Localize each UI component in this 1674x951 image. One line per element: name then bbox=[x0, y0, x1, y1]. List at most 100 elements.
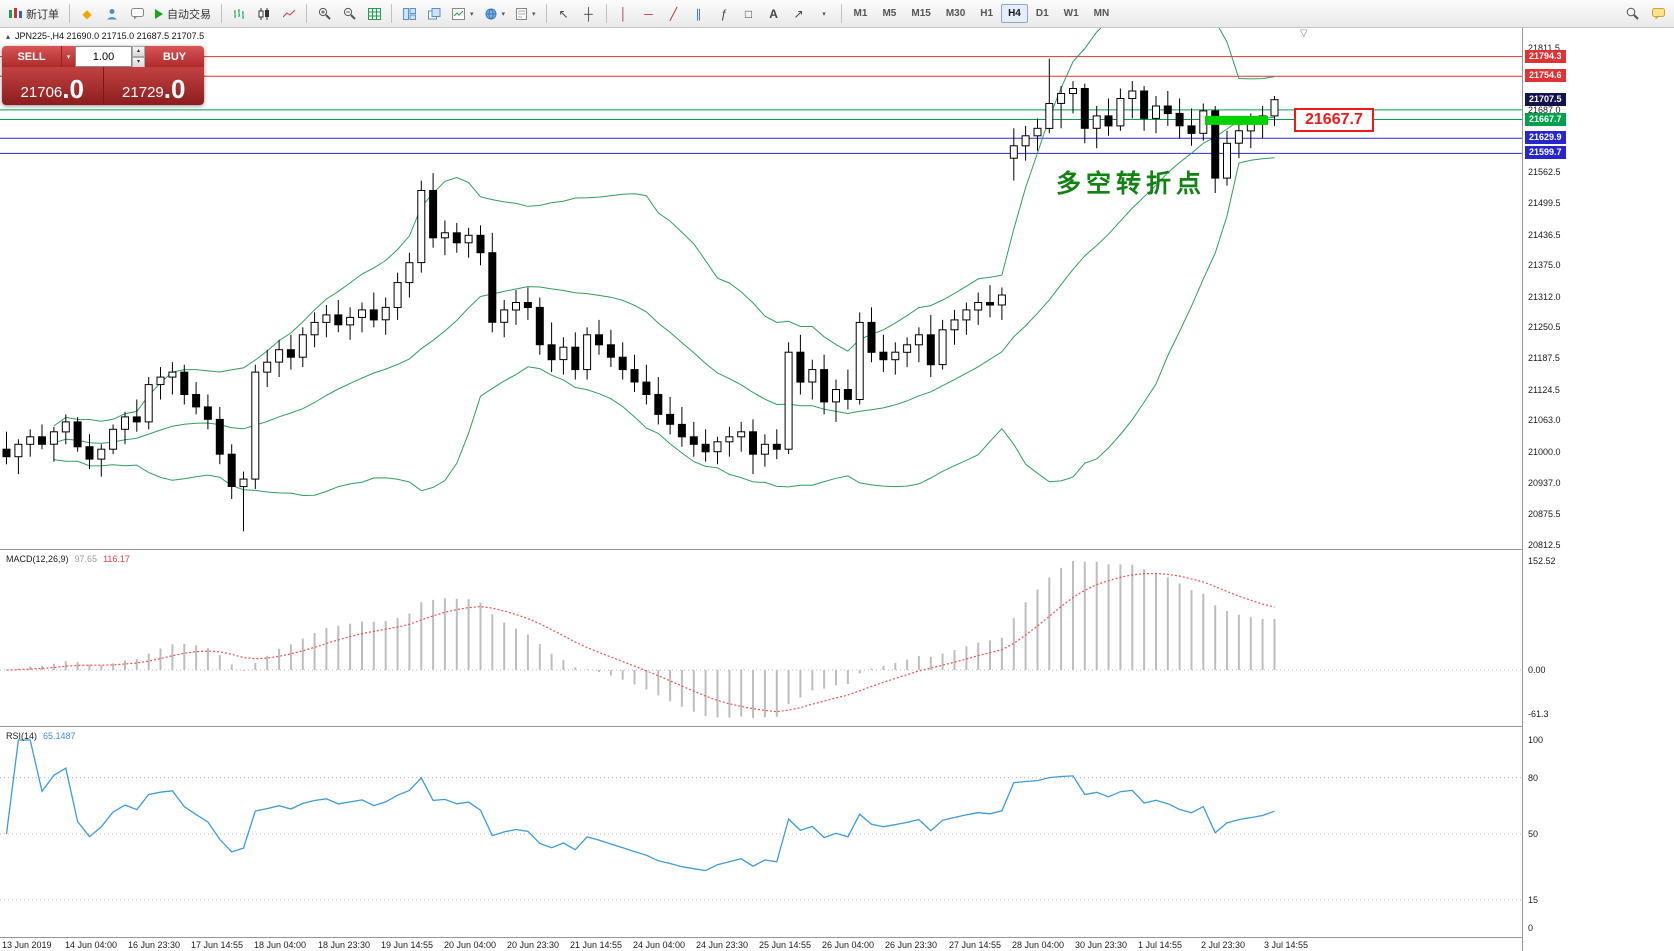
sell-price-display[interactable]: 21706.0 bbox=[2, 67, 104, 105]
zoom-in-icon bbox=[318, 7, 331, 20]
templates-button[interactable]: ▾ bbox=[511, 3, 541, 25]
candle-body bbox=[962, 309, 971, 321]
line-chart-icon bbox=[282, 9, 295, 17]
rsi-panel-canvas[interactable] bbox=[0, 728, 1522, 936]
collapse-triangle-icon[interactable]: ▴ bbox=[6, 31, 11, 41]
one-click-trading-panel: SELL ▾ ▴ ▾ BUY 21706.0 21729.0 bbox=[2, 46, 204, 105]
crosshair-tool-button[interactable]: ┼ bbox=[577, 3, 601, 25]
autotrading-button[interactable]: 自动交易 bbox=[150, 3, 216, 25]
macd-panel-canvas[interactable] bbox=[0, 551, 1522, 726]
lot-size-input[interactable] bbox=[75, 46, 132, 67]
market-diamond-icon: ◆ bbox=[82, 6, 92, 21]
time-label: 27 Jun 14:55 bbox=[949, 940, 1002, 950]
news-button[interactable] bbox=[125, 3, 149, 25]
time-label: 28 Jun 04:00 bbox=[1012, 940, 1065, 950]
toolbar-separator bbox=[391, 4, 392, 23]
sell-price-big-digits: .0 bbox=[62, 73, 84, 104]
price-line-label: 21599.7 bbox=[1525, 146, 1566, 159]
template-doc-icon bbox=[516, 7, 528, 20]
time-axis[interactable]: 13 Jun 2019 14 Jun 04:00 16 Jun 23:30 17 Ju… bbox=[0, 938, 1522, 951]
timeframe-button-m5[interactable]: M5 bbox=[882, 8, 897, 19]
buy-button[interactable]: BUY bbox=[145, 46, 204, 67]
rsi-panel-separator[interactable] bbox=[0, 726, 1674, 727]
candle-body bbox=[452, 232, 461, 244]
signals-button[interactable] bbox=[100, 3, 124, 25]
candle-body bbox=[689, 436, 698, 445]
new-order-button[interactable]: 新订单 bbox=[4, 3, 64, 25]
zoom-out-button[interactable] bbox=[337, 3, 361, 25]
candle-body bbox=[239, 478, 248, 488]
vline-tool-button[interactable]: │ bbox=[612, 3, 636, 25]
candle-body bbox=[49, 431, 58, 445]
candle-body bbox=[666, 413, 675, 425]
price-tick-label: 20937.0 bbox=[1528, 478, 1561, 488]
tile-windows-button[interactable] bbox=[397, 3, 421, 25]
more-shapes-button[interactable]: ▾ bbox=[812, 3, 836, 25]
timeframe-button-w1[interactable]: W1 bbox=[1063, 8, 1079, 19]
timeframe-button-m30[interactable]: M30 bbox=[945, 8, 966, 19]
buy-price-main: 21729 bbox=[122, 84, 164, 101]
grid-button[interactable] bbox=[362, 3, 386, 25]
market-button[interactable]: ◆ bbox=[75, 3, 99, 25]
arrows-tool-button[interactable]: ↗ bbox=[787, 3, 811, 25]
new-chart-button[interactable]: ▾ bbox=[447, 3, 479, 25]
time-label: 18 Jun 04:00 bbox=[254, 940, 307, 950]
time-label: 13 Jun 2019 bbox=[2, 940, 52, 950]
bar-chart-mode-button[interactable] bbox=[227, 3, 251, 25]
trendline-tool-button[interactable]: ╱ bbox=[662, 3, 686, 25]
candle-body bbox=[559, 346, 568, 361]
line-chart-mode-button[interactable] bbox=[277, 3, 301, 25]
candle-body bbox=[2, 448, 11, 458]
price-chart-canvas[interactable] bbox=[0, 28, 1522, 549]
time-label: 20 Jun 04:00 bbox=[444, 940, 497, 950]
timeframe-button-h1[interactable]: H1 bbox=[980, 8, 994, 19]
profiles-button[interactable]: ▾ bbox=[480, 3, 511, 25]
lot-increase-button[interactable]: ▴ bbox=[132, 46, 145, 57]
cascade-windows-button[interactable] bbox=[422, 3, 446, 25]
price-tick-label: 21687.0 bbox=[1528, 105, 1561, 115]
zoom-in-button[interactable] bbox=[312, 3, 336, 25]
chat-button[interactable] bbox=[1646, 3, 1670, 25]
price-callout-label[interactable]: 21667.7 bbox=[1294, 108, 1374, 132]
lot-dropdown-button[interactable]: ▾ bbox=[61, 46, 75, 67]
candle-body bbox=[464, 234, 473, 244]
trendline-icon: ╱ bbox=[669, 6, 678, 21]
profiles-globe-icon bbox=[485, 8, 497, 20]
candle-body bbox=[429, 190, 438, 239]
timeframe-button-m15[interactable]: M15 bbox=[911, 8, 931, 19]
candle-body bbox=[500, 309, 509, 323]
search-button[interactable] bbox=[1620, 3, 1644, 25]
candlestick-mode-button[interactable] bbox=[252, 3, 276, 25]
candle-body bbox=[974, 302, 983, 311]
price-axis[interactable]: 21811.5 21687.0 21562.5 21499.5 21436.5 21375… bbox=[1523, 0, 1674, 951]
timeframe-button-mn[interactable]: MN bbox=[1093, 8, 1110, 19]
sell-button[interactable]: SELL bbox=[2, 46, 61, 67]
shapes-tool-button[interactable]: □ bbox=[737, 3, 761, 25]
channel-tool-button[interactable]: ∥ bbox=[687, 3, 711, 25]
candle-body bbox=[595, 334, 603, 346]
timeframe-button-m1[interactable]: M1 bbox=[853, 8, 868, 19]
candle-body bbox=[180, 371, 189, 396]
buy-price-display[interactable]: 21729.0 bbox=[103, 67, 204, 105]
candle-body bbox=[1080, 88, 1089, 129]
macd-axis-label: -61.3 bbox=[1528, 709, 1549, 719]
candle-body bbox=[749, 431, 757, 455]
candle-body bbox=[476, 234, 485, 254]
macd-value: 97.65 bbox=[74, 554, 98, 564]
candle-body bbox=[1163, 105, 1172, 114]
price-tick-label: 21000.0 bbox=[1528, 447, 1561, 457]
timeframe-button-h4[interactable]: H4 bbox=[1001, 4, 1028, 23]
candle-body bbox=[156, 376, 165, 386]
text-tool-icon: A bbox=[769, 6, 778, 21]
chart-shift-marker[interactable]: ▽ bbox=[1300, 28, 1308, 39]
hline-tool-button[interactable]: ─ bbox=[637, 3, 661, 25]
macd-panel-separator[interactable] bbox=[0, 549, 1674, 550]
buy-price-big-digits: .0 bbox=[163, 73, 186, 104]
text-tool-button[interactable]: A bbox=[762, 3, 786, 25]
cursor-tool-button[interactable]: ↖ bbox=[552, 3, 576, 25]
fibonacci-tool-button[interactable]: ƒ bbox=[712, 3, 736, 25]
rsi-indicator-label: RSI(14) 65.1487 bbox=[6, 731, 76, 741]
timeframe-button-d1[interactable]: D1 bbox=[1035, 8, 1049, 19]
candle-body bbox=[867, 321, 876, 353]
time-label: 2 Jul 23:30 bbox=[1201, 940, 1246, 950]
